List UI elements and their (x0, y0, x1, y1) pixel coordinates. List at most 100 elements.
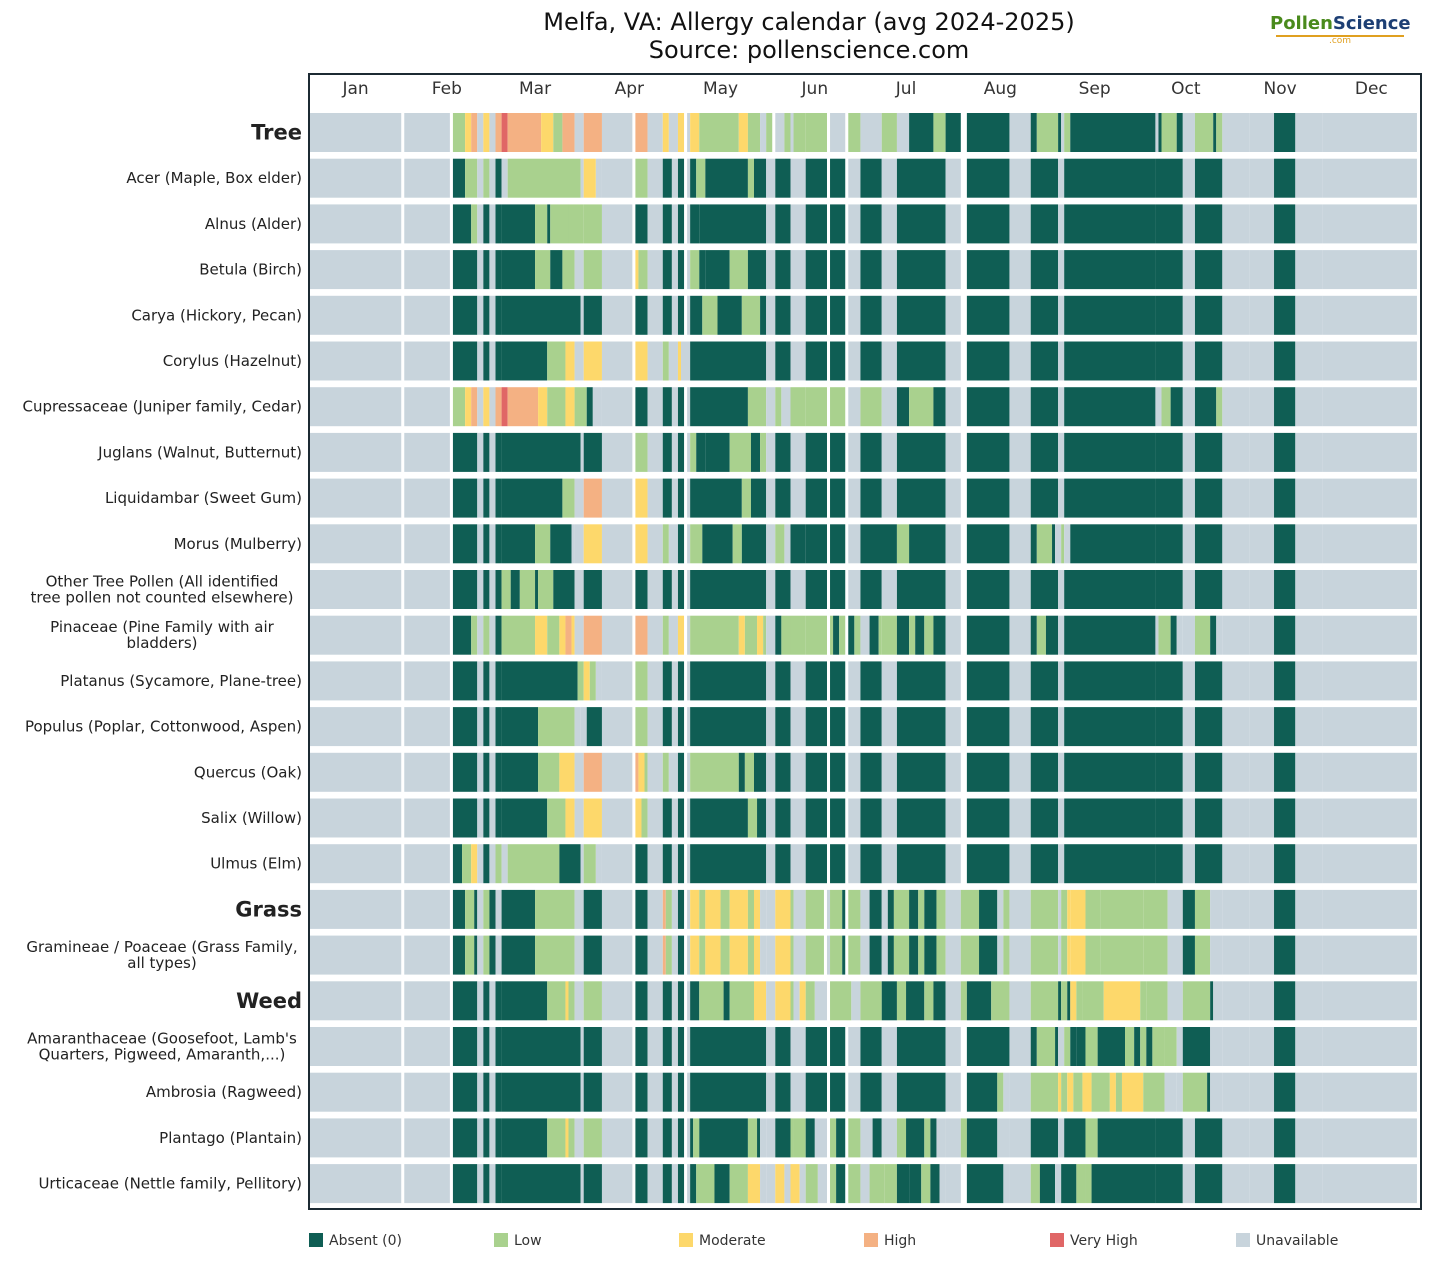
plot-frame (308, 73, 1422, 1210)
cell-corylus-hazelnut-40 (1274, 341, 1296, 381)
cell-amaranthaceae-goosefoot-lamb-s-quarters--29 (1009, 1027, 1031, 1066)
cell-liquidambar-sweet-gum-15 (671, 478, 678, 518)
cell-grass-56 (1067, 889, 1071, 929)
cell-other-tree-pollen-all-identified-tree-po-34 (1009, 570, 1031, 609)
cell-other-tree-pollen-all-identified-tree-po-31 (896, 570, 946, 609)
cell-pinaceae-pine-family-with-air-bladders-28 (766, 615, 776, 655)
cell-other-tree-pollen-all-identified-tree-po-21 (687, 570, 691, 609)
cell-plantago-plantain-33 (836, 1118, 846, 1158)
cell-betula-birch-8 (535, 250, 551, 290)
legend-item-very-high: Very High (1050, 1232, 1138, 1250)
cell-urticaceae-nettle-family-pellitory-6 (495, 1164, 502, 1204)
cell-carya-hickory-pecan-44 (1322, 295, 1417, 335)
cell-betula-birch-21 (690, 250, 700, 290)
cell-pinaceae-pine-family-with-air-bladders-52 (1045, 615, 1059, 655)
cell-amaranthaceae-goosefoot-lamb-s-quarters--37 (1085, 1027, 1098, 1066)
cell-amaranthaceae-goosefoot-lamb-s-quarters--32 (1055, 1027, 1059, 1066)
cell-pinaceae-pine-family-with-air-bladders-13 (571, 615, 575, 655)
cell-quercus-oak-24 (754, 752, 767, 792)
cell-populus-poplar-cottonwood-aspen-5 (489, 707, 496, 747)
cell-juglans-walnut-butternut-37 (1064, 432, 1156, 472)
cell-quercus-oak-26 (775, 752, 791, 792)
cell-populus-poplar-cottonwood-aspen-2 (452, 707, 478, 747)
cell-carya-hickory-pecan-14 (671, 295, 678, 335)
cell-ulmus-elm-13 (583, 844, 596, 884)
cell-plantago-plantain-7 (501, 1118, 548, 1158)
cell-quercus-oak-4 (483, 752, 490, 792)
legend-label-moderate: Moderate (699, 1233, 766, 1249)
cell-juglans-walnut-butternut-15 (677, 432, 685, 472)
cell-weed-41 (960, 981, 967, 1021)
cell-quercus-oak-12 (601, 752, 633, 792)
cell-liquidambar-sweet-gum-40 (1249, 478, 1275, 518)
cell-salix-willow-7 (501, 798, 548, 838)
cell-populus-poplar-cottonwood-aspen-25 (848, 707, 861, 747)
cell-ambrosia-ragweed-48 (1210, 1072, 1223, 1112)
cell-salix-willow-45 (1322, 798, 1417, 838)
cell-weed-21 (699, 981, 724, 1021)
cell-liquidambar-sweet-gum-38 (1194, 478, 1223, 518)
cell-carya-hickory-pecan-22 (766, 295, 776, 335)
cell-corylus-hazelnut-42 (1322, 341, 1417, 381)
cell-platanus-sycamore-plane-tree-2 (452, 661, 478, 701)
row-label-amaranthaceae-goosefoot-lamb-s-quarters--line-2: Quarters, Pigweed, Amaranth,...) (39, 1046, 286, 1064)
cell-pinaceae-pine-family-with-air-bladders-8 (501, 615, 536, 655)
cell-populus-poplar-cottonwood-aspen-1 (404, 707, 450, 747)
cell-betula-birch-6 (495, 250, 502, 290)
cell-plantago-plantain-40 (924, 1118, 931, 1158)
cell-plantago-plantain-4 (483, 1118, 490, 1158)
cell-ulmus-elm-29 (860, 844, 882, 884)
cell-amaranthaceae-goosefoot-lamb-s-quarters--49 (1249, 1027, 1275, 1066)
cell-morus-mulberry-37 (1030, 524, 1037, 564)
cell-pinaceae-pine-family-with-air-bladders-32 (805, 615, 827, 655)
cell-platanus-sycamore-plane-tree-29 (945, 661, 961, 701)
cell-salix-willow-24 (775, 798, 791, 838)
cell-acer-maple-box-elder-8 (501, 158, 508, 198)
cell-quercus-oak-47 (1322, 752, 1417, 792)
cell-pinaceae-pine-family-with-air-bladders-22 (687, 615, 691, 655)
cell-alnus-alder-40 (1194, 204, 1223, 244)
cell-urticaceae-nettle-family-pellitory-52 (1155, 1164, 1183, 1204)
cell-ambrosia-ragweed-7 (501, 1072, 581, 1112)
cell-platanus-sycamore-plane-tree-20 (766, 661, 776, 701)
cell-carya-hickory-pecan-9 (583, 295, 602, 335)
cell-pinaceae-pine-family-with-air-bladders-44 (915, 615, 925, 655)
cell-morus-mulberry-5 (489, 524, 496, 564)
cell-tree-54 (1182, 113, 1195, 152)
cell-urticaceae-nettle-family-pellitory-25 (784, 1164, 791, 1204)
cell-urticaceae-nettle-family-pellitory-35 (884, 1164, 897, 1204)
cell-pinaceae-pine-family-with-air-bladders-46 (933, 615, 946, 655)
cell-ulmus-elm-22 (690, 844, 767, 884)
cell-other-tree-pollen-all-identified-tree-po-41 (1222, 570, 1250, 609)
cell-weed-17 (671, 981, 678, 1021)
cell-pinaceae-pine-family-with-air-bladders-9 (535, 615, 548, 655)
cell-grass-66 (1249, 889, 1275, 929)
cell-juglans-walnut-butternut-45 (1322, 432, 1417, 472)
cell-plantago-plantain-15 (647, 1118, 663, 1158)
cell-weed-23 (729, 981, 754, 1021)
cell-urticaceae-nettle-family-pellitory-41 (945, 1164, 961, 1204)
cell-liquidambar-sweet-gum-25 (830, 478, 846, 518)
cell-pinaceae-pine-family-with-air-bladders-2 (452, 615, 472, 655)
cell-corylus-hazelnut-31 (1009, 341, 1031, 381)
cell-betula-birch-18 (671, 250, 678, 290)
cell-populus-poplar-cottonwood-aspen-15 (662, 707, 672, 747)
cell-ulmus-elm-25 (790, 844, 806, 884)
cell-pinaceae-pine-family-with-air-bladders-21 (677, 615, 685, 655)
cell-tree-62 (1322, 113, 1417, 152)
cell-quercus-oak-44 (1249, 752, 1275, 792)
cell-cupressaceae-juniper-family-cedar-40 (1009, 387, 1031, 427)
cell-carya-hickory-pecan-17 (690, 295, 703, 335)
cell-ulmus-elm-14 (595, 844, 602, 884)
cell-alnus-alder-43 (1274, 204, 1296, 244)
cell-gramineae-poaceae-grass-family-all-types-65 (1222, 935, 1250, 975)
cell-cupressaceae-juniper-family-cedar-15 (586, 387, 593, 427)
cell-grass-23 (705, 889, 721, 929)
cell-pinaceae-pine-family-with-air-bladders-12 (565, 615, 572, 655)
cell-alnus-alder-6 (489, 204, 496, 244)
cell-cupressaceae-juniper-family-cedar-47 (1182, 387, 1195, 427)
cell-populus-poplar-cottonwood-aspen-37 (1194, 707, 1223, 747)
cell-gramineae-poaceae-grass-family-all-types-3 (465, 935, 475, 975)
cell-urticaceae-nettle-family-pellitory-43 (1003, 1164, 1010, 1204)
row-label-quercus-oak: Quercus (Oak) (194, 763, 302, 781)
